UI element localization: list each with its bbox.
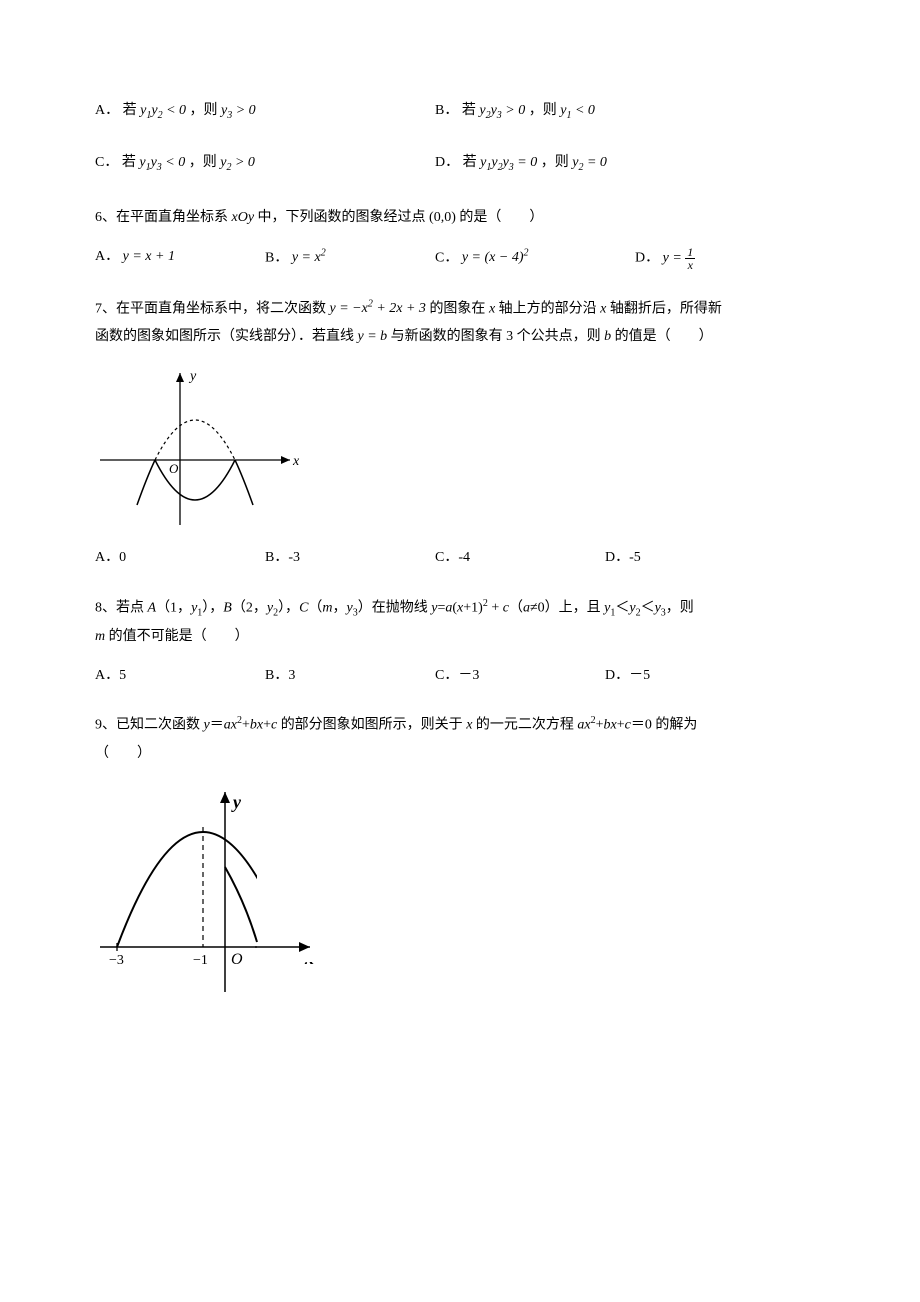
opt-math: y2 = 0	[572, 155, 607, 170]
minus3-label: −3	[109, 953, 124, 968]
q8-option-d: D．－5	[605, 665, 775, 687]
y-axis-label: y	[231, 792, 242, 812]
fraction-icon: 1x	[685, 246, 695, 271]
opt-text: 若	[462, 103, 480, 118]
opt-prefix: A．	[95, 103, 119, 118]
opt-math: y2 > 0	[220, 155, 255, 170]
y-axis-label: y	[188, 369, 197, 384]
q7-option-b: B．-3	[265, 547, 435, 569]
q5-option-a: A． 若 y1y2 < 0 ，则 y3 > 0	[95, 100, 435, 124]
opt-prefix: C．	[95, 155, 118, 170]
opt-math: y1 < 0	[560, 103, 595, 118]
q8-stem-l2: m 的值不可能是（ ）	[95, 623, 825, 651]
q6-option-a: A． y = x + 1	[95, 246, 265, 271]
opt-math: y = x + 1	[123, 249, 175, 264]
opt-text: 若	[463, 155, 481, 170]
opt-math: y2y3 > 0	[479, 103, 525, 118]
q7-chart: y x O	[95, 365, 305, 535]
q6-option-c: C． y = (x − 4)2	[435, 246, 635, 271]
opt-math: y3 > 0	[221, 103, 256, 118]
q7-option-a: A．0	[95, 547, 265, 569]
origin-label: O	[169, 461, 179, 476]
q9-stem-l2: （ ）	[95, 740, 825, 768]
q5-option-d: D． 若 y1y2y3 = 0 ，则 y2 = 0	[435, 152, 607, 176]
q6: 6、在平面直角坐标系 xOy 中，下列函数的图象经过点 (0,0) 的是（ ） …	[95, 204, 825, 271]
q7-option-c: C．-4	[435, 547, 605, 569]
q8-option-a: A．5	[95, 665, 265, 687]
q5-options: A． 若 y1y2 < 0 ，则 y3 > 0 B． 若 y2y3 > 0 ，则…	[95, 100, 825, 176]
q8-options: A．5 B．3 C．－3 D．－5	[95, 665, 825, 687]
q9-stem: 9、已知二次函数 y＝ax2+bx+c 的部分图象如图所示，则关于 x 的一元二…	[95, 711, 825, 768]
opt-math: y1y2y3 = 0	[480, 155, 537, 170]
opt-text: 若	[122, 155, 140, 170]
opt-text: ，则	[189, 155, 221, 170]
opt-prefix: D．	[635, 250, 659, 265]
q8: 8、若点 A（1，y1），B（2，y2），C（m，y3）在抛物线 y=a(x+1…	[95, 594, 825, 688]
opt-text: ，则	[190, 103, 222, 118]
q9-chart: y x O −1 −3	[95, 782, 325, 1002]
opt-prefix: D．	[435, 155, 459, 170]
q9: 9、已知二次函数 y＝ax2+bx+c 的部分图象如图所示，则关于 x 的一元二…	[95, 711, 825, 1002]
page: A． 若 y1y2 < 0 ，则 y3 > 0 B． 若 y2y3 > 0 ，则…	[0, 0, 920, 1302]
x-axis-label: x	[292, 454, 300, 469]
q7-option-d: D．-5	[605, 547, 775, 569]
opt-prefix: C．	[435, 250, 458, 265]
opt-math: y1y2 < 0	[140, 103, 186, 118]
q6-options: A． y = x + 1 B． y = x2 C． y = (x − 4)2 D…	[95, 246, 825, 271]
q7-stem-l1: 7、在平面直角坐标系中，将二次函数 y = −x2 + 2x + 3 的图象在 …	[95, 295, 825, 324]
opt-text: 若	[123, 103, 141, 118]
q5-row-2: C． 若 y1y3 < 0 ，则 y2 > 0 D． 若 y1y2y3 = 0 …	[95, 152, 825, 176]
q5-row-1: A． 若 y1y2 < 0 ，则 y3 > 0 B． 若 y2y3 > 0 ，则…	[95, 100, 825, 124]
q6-option-b: B． y = x2	[265, 246, 435, 271]
q7: 7、在平面直角坐标系中，将二次函数 y = −x2 + 2x + 3 的图象在 …	[95, 295, 825, 570]
opt-prefix: A．	[95, 249, 119, 264]
opt-math: y = (x − 4)2	[462, 250, 529, 265]
q8-stem: 8、若点 A（1，y1），B（2，y2），C（m，y3）在抛物线 y=a(x+1…	[95, 594, 825, 651]
q9-stem-l1: 9、已知二次函数 y＝ax2+bx+c 的部分图象如图所示，则关于 x 的一元二…	[95, 711, 825, 740]
q8-stem-l1: 8、若点 A（1，y1），B（2，y2），C（m，y3）在抛物线 y=a(x+1…	[95, 594, 825, 623]
q6-option-d: D． y = 1x	[635, 246, 695, 271]
opt-prefix: B．	[265, 250, 288, 265]
opt-math: y =	[663, 250, 686, 265]
opt-math: y1y3 < 0	[139, 155, 185, 170]
q6-stem: 6、在平面直角坐标系 xOy 中，下列函数的图象经过点 (0,0) 的是（ ）	[95, 204, 825, 232]
q7-stem: 7、在平面直角坐标系中，将二次函数 y = −x2 + 2x + 3 的图象在 …	[95, 295, 825, 352]
opt-math: y = x2	[292, 250, 326, 265]
q5-option-c: C． 若 y1y3 < 0 ，则 y2 > 0	[95, 152, 435, 176]
q5-option-b: B． 若 y2y3 > 0 ，则 y1 < 0	[435, 100, 595, 124]
q8-option-c: C．－3	[435, 665, 605, 687]
origin-label: O	[231, 951, 243, 968]
q8-option-b: B．3	[265, 665, 435, 687]
opt-prefix: B．	[435, 103, 458, 118]
q7-stem-l2: 函数的图象如图所示（实线部分）．若直线 y = b 与新函数的图象有 3 个公共…	[95, 323, 825, 351]
q7-options: A．0 B．-3 C．-4 D．-5	[95, 547, 825, 569]
minus1-label: −1	[193, 953, 208, 968]
opt-text: ，则	[529, 103, 561, 118]
opt-text: ，则	[541, 155, 573, 170]
